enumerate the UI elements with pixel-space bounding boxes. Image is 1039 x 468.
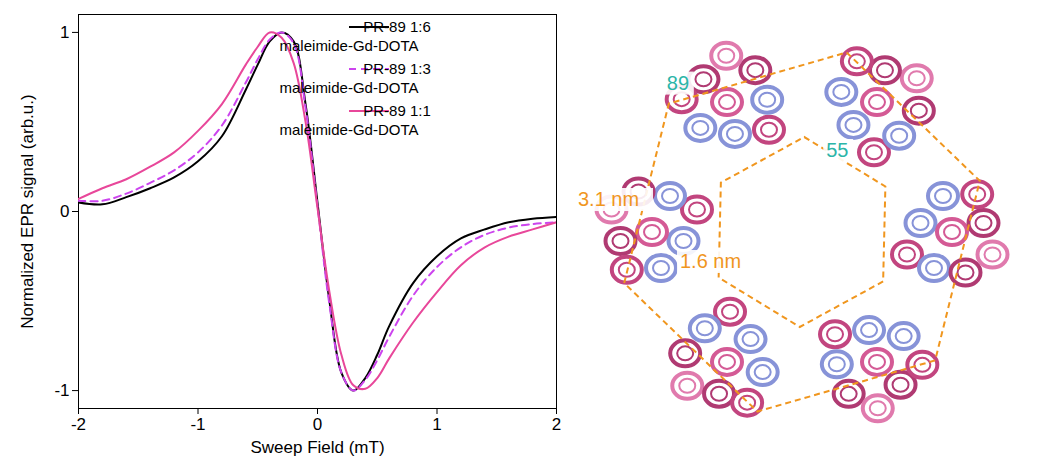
svg-text:maleimide-Gd-DOTA: maleimide-Gd-DOTA <box>280 79 419 96</box>
svg-text:3.1 nm: 3.1 nm <box>578 188 639 210</box>
svg-text:1.6 nm: 1.6 nm <box>680 250 741 272</box>
svg-text:1: 1 <box>60 23 69 42</box>
svg-text:PR-89 1:6: PR-89 1:6 <box>363 18 431 35</box>
svg-text:55: 55 <box>826 139 848 161</box>
svg-text:-2: -2 <box>71 415 86 434</box>
svg-text:0: 0 <box>60 202 69 221</box>
svg-text:89: 89 <box>667 72 689 94</box>
svg-text:PR-89 1:3: PR-89 1:3 <box>363 60 431 77</box>
svg-text:-1: -1 <box>190 415 205 434</box>
svg-text:0: 0 <box>313 415 322 434</box>
svg-text:2: 2 <box>552 415 561 434</box>
svg-text:PR-89 1:1: PR-89 1:1 <box>363 102 431 119</box>
svg-text:maleimide-Gd-DOTA: maleimide-Gd-DOTA <box>280 37 419 54</box>
svg-text:maleimide-Gd-DOTA: maleimide-Gd-DOTA <box>280 121 419 138</box>
svg-text:-1: -1 <box>54 381 69 400</box>
svg-text:Normalized EPR signal (arb.u.): Normalized EPR signal (arb.u.) <box>18 94 37 328</box>
svg-text:Sweep Field (mT): Sweep Field (mT) <box>250 438 384 457</box>
svg-text:1: 1 <box>432 415 441 434</box>
